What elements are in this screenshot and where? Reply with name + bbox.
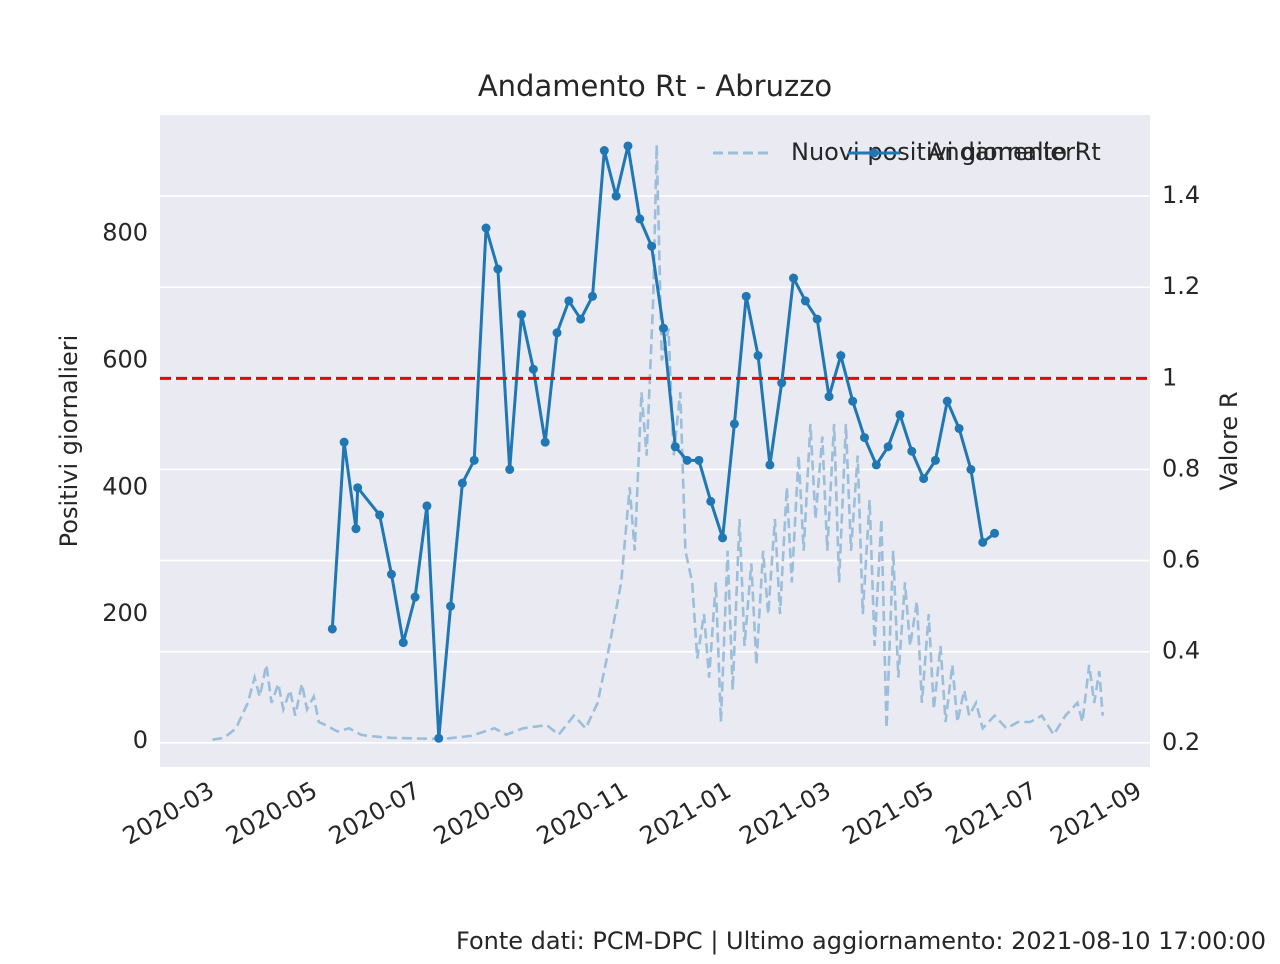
series-marker [339, 437, 349, 447]
series-marker [800, 296, 810, 306]
series-marker [611, 191, 621, 201]
series-marker [434, 733, 444, 743]
series-marker [658, 323, 668, 333]
series-marker [954, 423, 964, 433]
x-tick-label: 2020-07 [324, 776, 425, 850]
y-tick-label: 0 [133, 726, 148, 754]
series-marker [824, 392, 834, 402]
y-tick-label: 600 [102, 345, 148, 373]
y2-tick-label: 1.4 [1162, 181, 1200, 209]
series-marker [540, 437, 550, 447]
series-marker [481, 223, 491, 233]
series-marker [777, 378, 787, 388]
x-tick-label: 2020-03 [118, 776, 219, 850]
y2-tick-label: 0.4 [1162, 637, 1200, 665]
series-marker [919, 474, 929, 484]
series-marker [682, 455, 692, 465]
source-note: Fonte dati: PCM-DPC | Ultimo aggiornamen… [456, 927, 1266, 955]
x-tick-label: 2021-05 [838, 776, 939, 850]
series-marker [883, 442, 893, 452]
series-marker [635, 214, 645, 224]
chart-title: Andamento Rt - Abruzzo [478, 69, 832, 103]
series-marker [871, 460, 881, 470]
series-marker [599, 146, 609, 156]
series-marker [895, 410, 905, 420]
x-tick-label: 2020-05 [221, 776, 322, 850]
series-marker [493, 264, 503, 274]
y2-tick-label: 0.8 [1162, 454, 1200, 482]
series-marker [446, 601, 456, 611]
series-marker [528, 364, 538, 374]
y-axis-label: Positivi giornalieri [55, 335, 83, 548]
series-marker [587, 291, 597, 301]
x-tick-label: 2020-11 [532, 776, 633, 850]
legend-marker [869, 148, 879, 158]
y-tick-label: 400 [102, 472, 148, 500]
y2-tick-label: 1.2 [1162, 272, 1200, 300]
x-tick-label: 2021-09 [1046, 776, 1147, 850]
series-marker [990, 528, 1000, 538]
series-marker [351, 524, 361, 534]
series-marker [469, 455, 479, 465]
series-marker [978, 537, 988, 547]
series-marker [410, 592, 420, 602]
plot-area [160, 115, 1150, 767]
series-marker [907, 446, 917, 456]
series-marker [353, 483, 363, 493]
series-marker [517, 310, 527, 320]
series-line [212, 144, 1104, 741]
legend-label: Andamento Rt [928, 138, 1101, 166]
series-marker [327, 624, 337, 634]
series-marker [422, 501, 432, 511]
x-tick-label: 2020-09 [429, 776, 530, 850]
series-marker [812, 314, 822, 324]
series-marker [741, 291, 751, 301]
series-marker [670, 442, 680, 452]
x-tick-label: 2021-07 [941, 776, 1042, 850]
series-marker [706, 496, 716, 506]
x-tick-label: 2021-03 [735, 776, 836, 850]
series-marker [765, 460, 775, 470]
series-marker [505, 464, 515, 474]
series-marker [848, 396, 858, 406]
series-marker [386, 569, 396, 579]
y2-tick-label: 0.2 [1162, 728, 1200, 756]
y2-axis-label: Valore R [1215, 391, 1243, 490]
series-marker [836, 351, 846, 361]
legend-label: Nuovi positivi giornalieri [791, 138, 1082, 166]
series-marker [789, 273, 799, 283]
series-marker [729, 419, 739, 429]
series-marker [564, 296, 574, 306]
series-marker [694, 455, 704, 465]
series-marker [398, 638, 408, 648]
series-marker [859, 433, 869, 443]
series-marker [930, 455, 940, 465]
series-marker [375, 510, 385, 520]
series-marker [552, 328, 562, 338]
series-marker [576, 314, 586, 324]
series-marker [753, 351, 763, 361]
y2-tick-label: 1 [1162, 363, 1177, 391]
y2-tick-label: 0.6 [1162, 546, 1200, 574]
y-tick-label: 800 [102, 219, 148, 247]
x-tick-label: 2021-01 [635, 776, 736, 850]
series-marker [718, 533, 728, 543]
series-marker [623, 141, 633, 151]
series-marker [942, 396, 952, 406]
series-marker [647, 241, 657, 251]
series-marker [457, 478, 467, 488]
y-tick-label: 200 [102, 599, 148, 627]
series-marker [966, 464, 976, 474]
